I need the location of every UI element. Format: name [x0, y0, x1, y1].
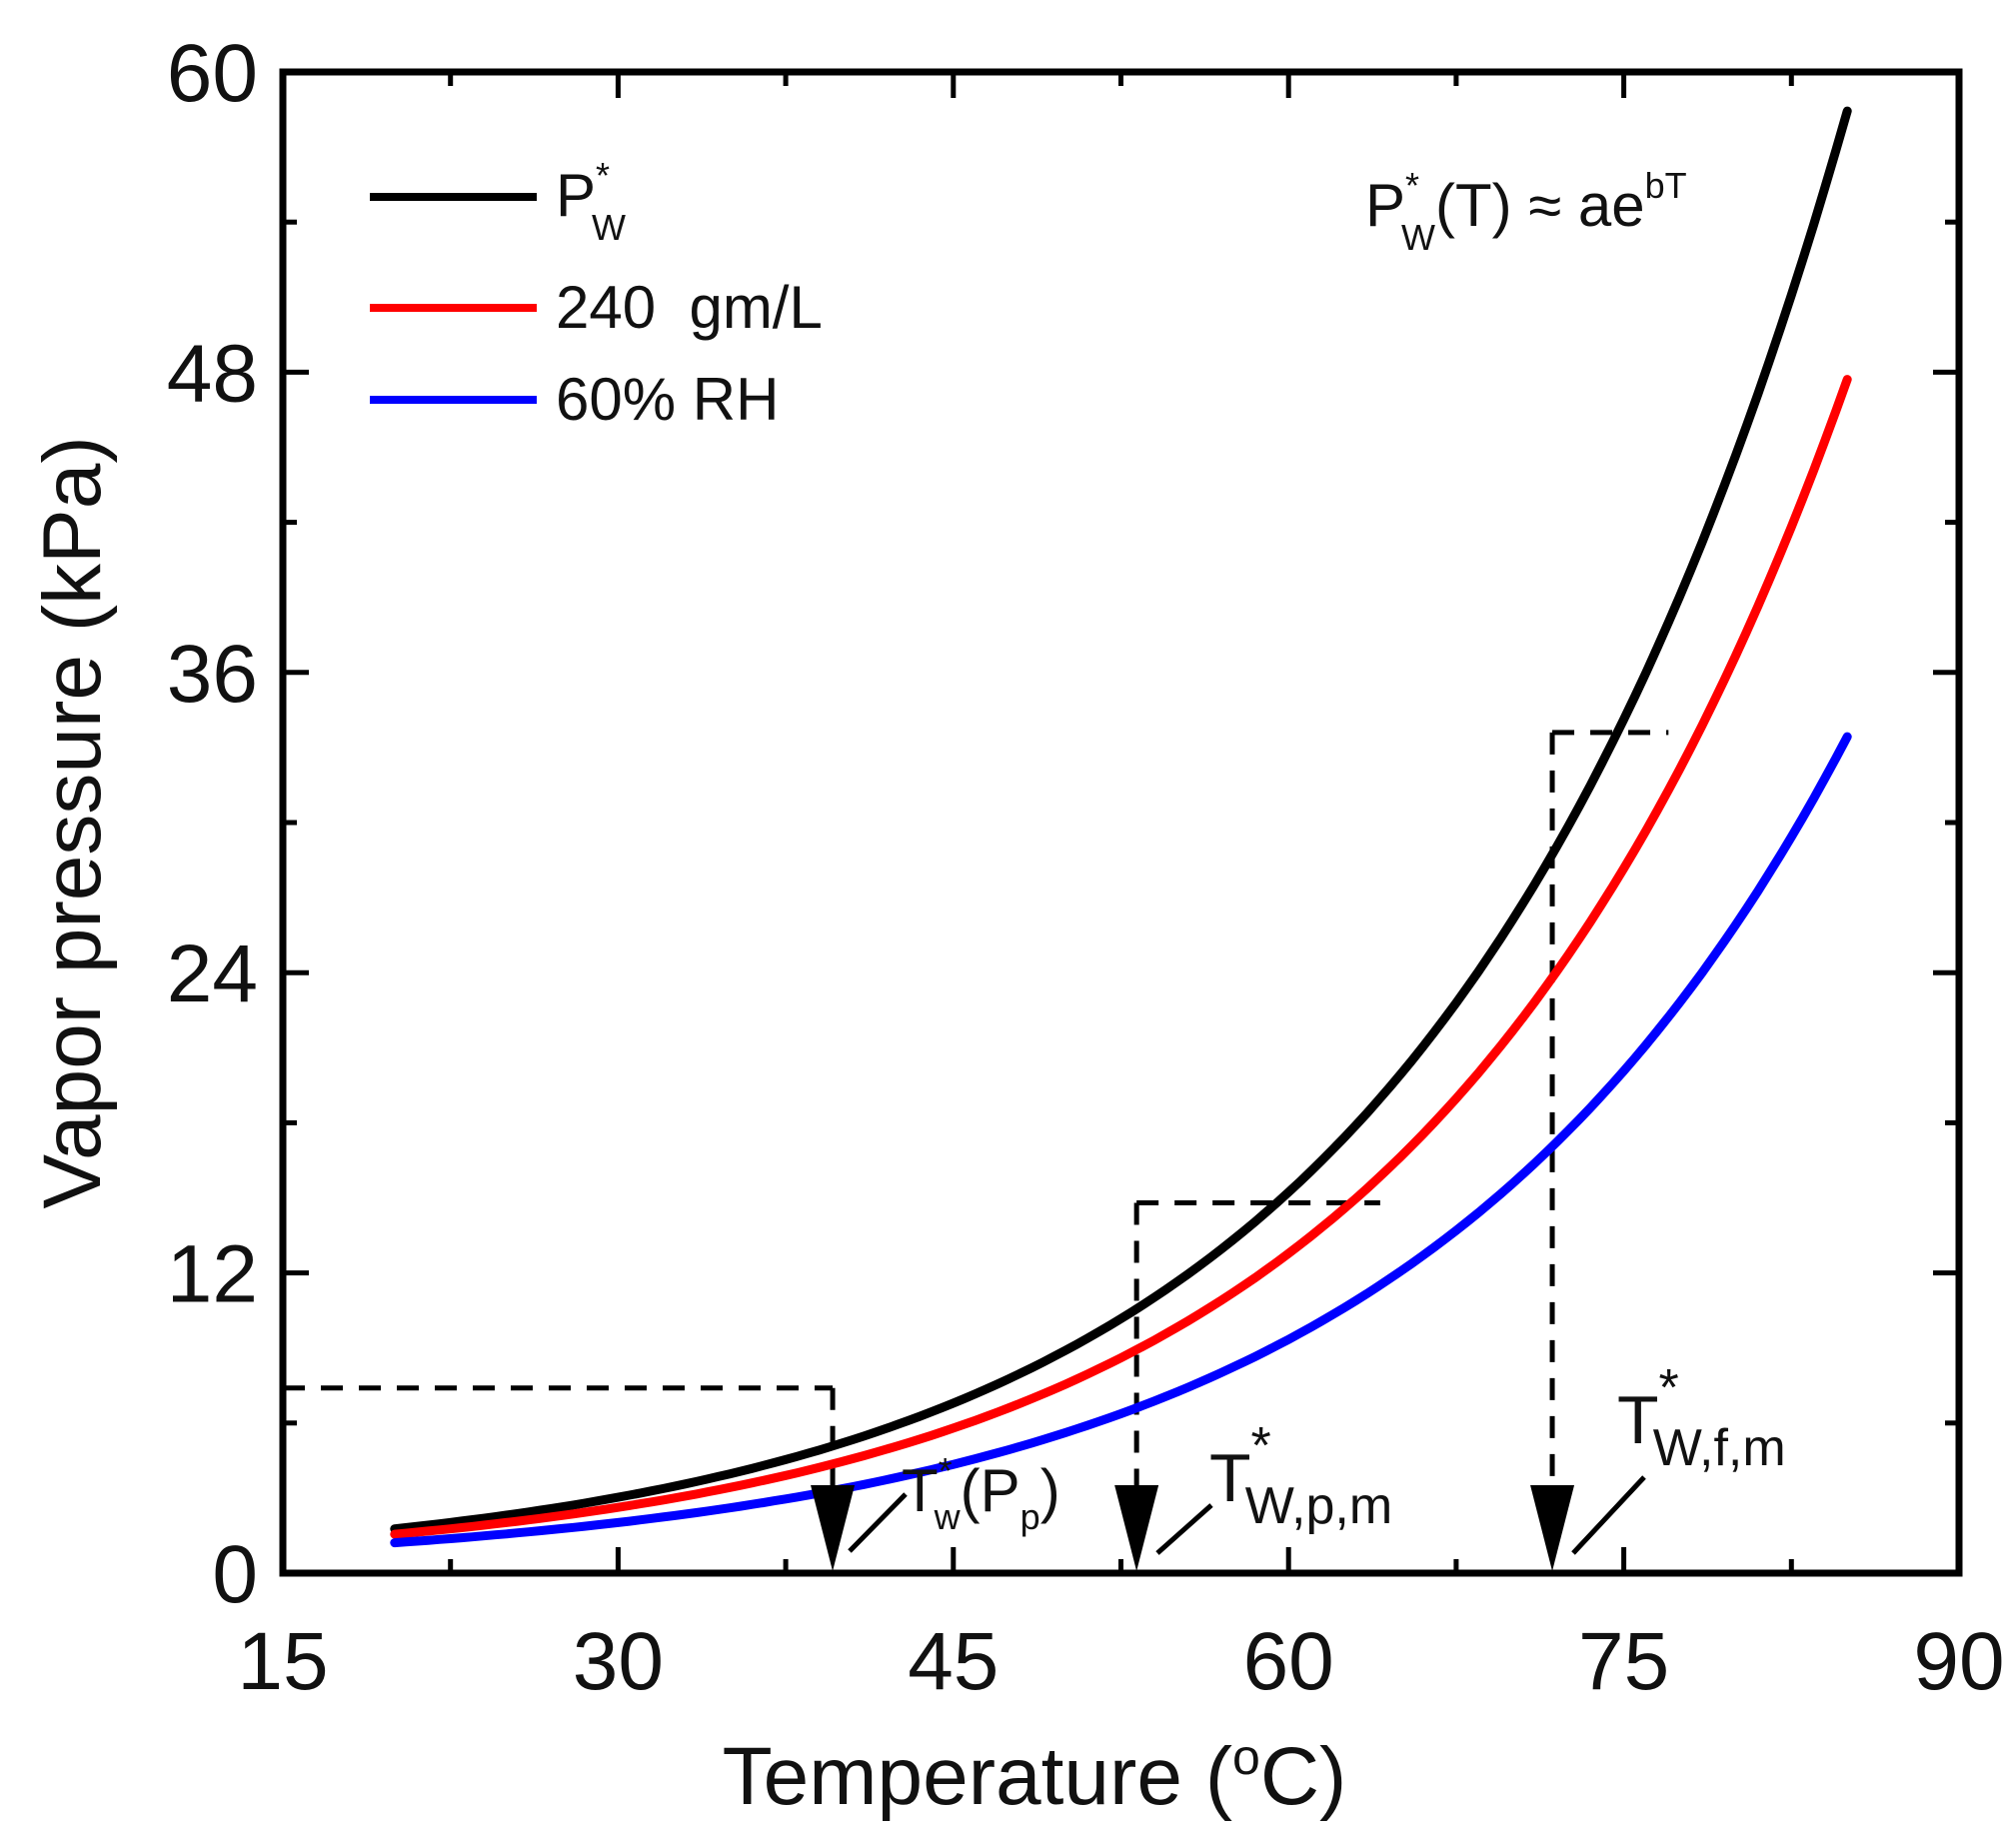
guide-arrows — [811, 1485, 1575, 1571]
x-tick-label: 90 — [1913, 1616, 2004, 1707]
pointer-tw-p-m — [1155, 1503, 1213, 1555]
guide-arrowhead-0 — [811, 1485, 856, 1571]
legend: P* W 240 gm/L 60% RH — [370, 155, 823, 433]
x-tick-label: 30 — [573, 1616, 664, 1707]
legend-label-240gml: 240 gm/L — [556, 274, 823, 341]
formula-annotation: P* W(T) ≈ aebT — [1365, 165, 1687, 258]
guide-arrowhead-1 — [1114, 1485, 1159, 1571]
pointer-tw-pp — [848, 1492, 908, 1553]
pointer-tw-f-m — [1571, 1475, 1646, 1555]
series-lines — [390, 106, 1852, 1548]
axis-tick-labels: 15 30 45 60 75 90 0 12 24 36 48 60 — [167, 28, 2005, 1707]
legend-label-pw: P* W — [556, 155, 626, 248]
y-tick-label: 0 — [212, 1529, 258, 1620]
y-tick-label: 24 — [167, 928, 258, 1019]
y-tick-label: 36 — [167, 629, 258, 720]
x-tick-label: 75 — [1578, 1616, 1669, 1707]
x-tick-label: 15 — [237, 1616, 328, 1707]
y-tick-label: 12 — [167, 1229, 258, 1320]
label-tw-pp: T* w(Pp) — [902, 1450, 1060, 1537]
label-tw-p-m: T* W,p,m — [1209, 1417, 1392, 1535]
y-tick-label: 48 — [167, 328, 258, 419]
x-tick-label: 60 — [1243, 1616, 1334, 1707]
guide-arrowhead-2 — [1530, 1485, 1575, 1571]
label-pointers — [848, 1475, 1646, 1555]
y-tick-label: 60 — [167, 28, 258, 119]
series-line-2 — [390, 732, 1852, 1548]
axis-ticks — [280, 69, 1962, 1576]
legend-label-60rh: 60% RH — [556, 366, 779, 433]
series-line-1 — [390, 375, 1852, 1539]
x-tick-label: 45 — [908, 1616, 999, 1707]
series-line-0 — [390, 106, 1852, 1534]
y-axis-title: Vapor pressure (kPa) — [27, 436, 118, 1208]
x-axis-title: Temperature (oC) — [723, 1729, 1347, 1822]
label-tw-f-m: T* W,f,m — [1617, 1359, 1786, 1477]
